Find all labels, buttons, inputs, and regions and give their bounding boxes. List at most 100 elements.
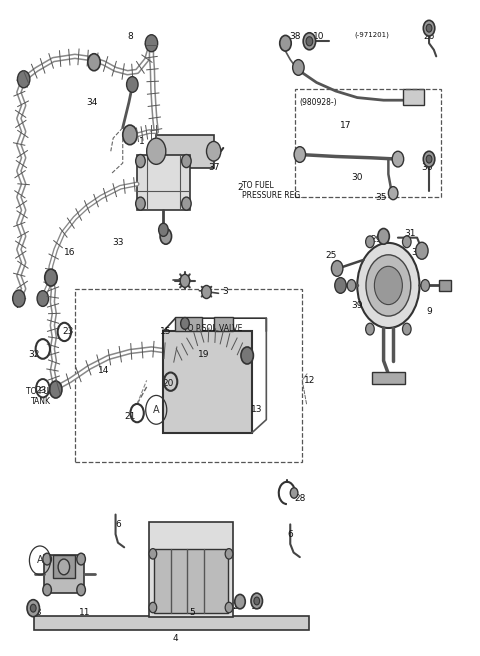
Text: 21: 21 (124, 412, 136, 421)
Circle shape (293, 60, 304, 75)
Circle shape (421, 279, 430, 291)
Circle shape (378, 228, 389, 244)
Circle shape (357, 243, 420, 328)
Bar (439, 280, 451, 291)
Text: 30: 30 (351, 173, 363, 182)
Bar (214, 317, 233, 331)
Bar (403, 89, 424, 106)
Circle shape (145, 35, 157, 52)
Circle shape (49, 381, 62, 398)
Text: 6: 6 (115, 520, 121, 529)
Circle shape (303, 33, 316, 50)
Text: 35: 35 (375, 193, 387, 201)
Circle shape (149, 548, 157, 559)
Text: 33: 33 (112, 238, 124, 247)
Circle shape (12, 290, 25, 307)
Bar (156, 135, 214, 168)
Circle shape (366, 236, 374, 248)
Text: 15: 15 (160, 327, 171, 336)
Bar (34, 616, 310, 630)
Circle shape (43, 553, 51, 565)
Text: 24: 24 (127, 134, 138, 142)
Text: 25: 25 (325, 251, 336, 260)
Circle shape (225, 602, 233, 613)
Circle shape (43, 584, 51, 596)
Circle shape (335, 277, 346, 293)
Text: 27: 27 (232, 602, 243, 611)
Circle shape (158, 223, 168, 236)
Text: 30: 30 (411, 248, 423, 257)
Circle shape (37, 291, 48, 306)
Circle shape (331, 260, 343, 276)
Circle shape (147, 138, 166, 165)
Text: 2: 2 (237, 183, 243, 192)
Circle shape (388, 186, 398, 199)
Text: 37: 37 (208, 163, 219, 172)
Bar (44, 555, 84, 593)
Text: 14: 14 (98, 366, 109, 375)
Circle shape (423, 20, 435, 36)
Text: 26: 26 (423, 32, 435, 41)
Circle shape (181, 197, 191, 210)
Circle shape (206, 142, 221, 161)
Text: 6: 6 (288, 529, 293, 539)
Circle shape (58, 559, 70, 575)
Circle shape (136, 155, 145, 168)
Text: 31: 31 (404, 228, 416, 237)
Bar (175, 317, 202, 331)
Text: 39: 39 (351, 300, 363, 310)
Text: 19: 19 (244, 353, 255, 362)
Bar (295, 89, 441, 197)
Circle shape (77, 584, 85, 596)
Circle shape (160, 228, 171, 244)
Text: 13: 13 (251, 405, 263, 415)
Text: 5: 5 (189, 608, 195, 617)
Text: 11: 11 (79, 608, 90, 617)
Text: 16: 16 (64, 248, 76, 257)
Circle shape (180, 274, 190, 287)
Text: 17: 17 (339, 121, 351, 130)
Text: A: A (153, 405, 159, 415)
Text: 36: 36 (421, 163, 432, 172)
Bar (75, 289, 302, 462)
Text: 38: 38 (289, 32, 301, 41)
Text: 19: 19 (198, 350, 210, 359)
Circle shape (423, 152, 435, 167)
Bar (163, 331, 252, 433)
Text: 4: 4 (173, 634, 178, 644)
Circle shape (241, 347, 253, 364)
Circle shape (290, 487, 298, 498)
Text: 23: 23 (62, 327, 73, 336)
Bar (53, 555, 75, 578)
Circle shape (30, 604, 36, 612)
Text: 8: 8 (127, 32, 133, 41)
Circle shape (254, 597, 260, 605)
Circle shape (17, 71, 30, 88)
Circle shape (202, 285, 211, 298)
Text: TO P.SOL.VALVE: TO P.SOL.VALVE (182, 324, 242, 333)
Bar (154, 548, 228, 613)
Circle shape (45, 269, 57, 286)
Circle shape (426, 24, 432, 32)
Circle shape (294, 147, 306, 163)
Circle shape (403, 323, 411, 335)
Circle shape (347, 279, 356, 291)
Text: 28: 28 (294, 494, 305, 502)
Text: 12: 12 (304, 376, 315, 385)
Text: 32: 32 (28, 350, 40, 359)
Circle shape (426, 155, 432, 163)
Text: 7: 7 (14, 300, 20, 310)
Text: 29: 29 (371, 235, 382, 244)
Bar (372, 372, 405, 384)
Circle shape (366, 323, 374, 335)
Text: 20: 20 (163, 379, 174, 388)
Circle shape (225, 548, 233, 559)
Circle shape (77, 553, 85, 565)
Circle shape (416, 242, 428, 259)
Text: 1: 1 (139, 137, 145, 146)
Text: 23: 23 (36, 386, 47, 395)
Bar (137, 155, 190, 210)
Circle shape (306, 37, 313, 46)
Text: 34: 34 (86, 98, 97, 107)
Circle shape (392, 152, 404, 167)
